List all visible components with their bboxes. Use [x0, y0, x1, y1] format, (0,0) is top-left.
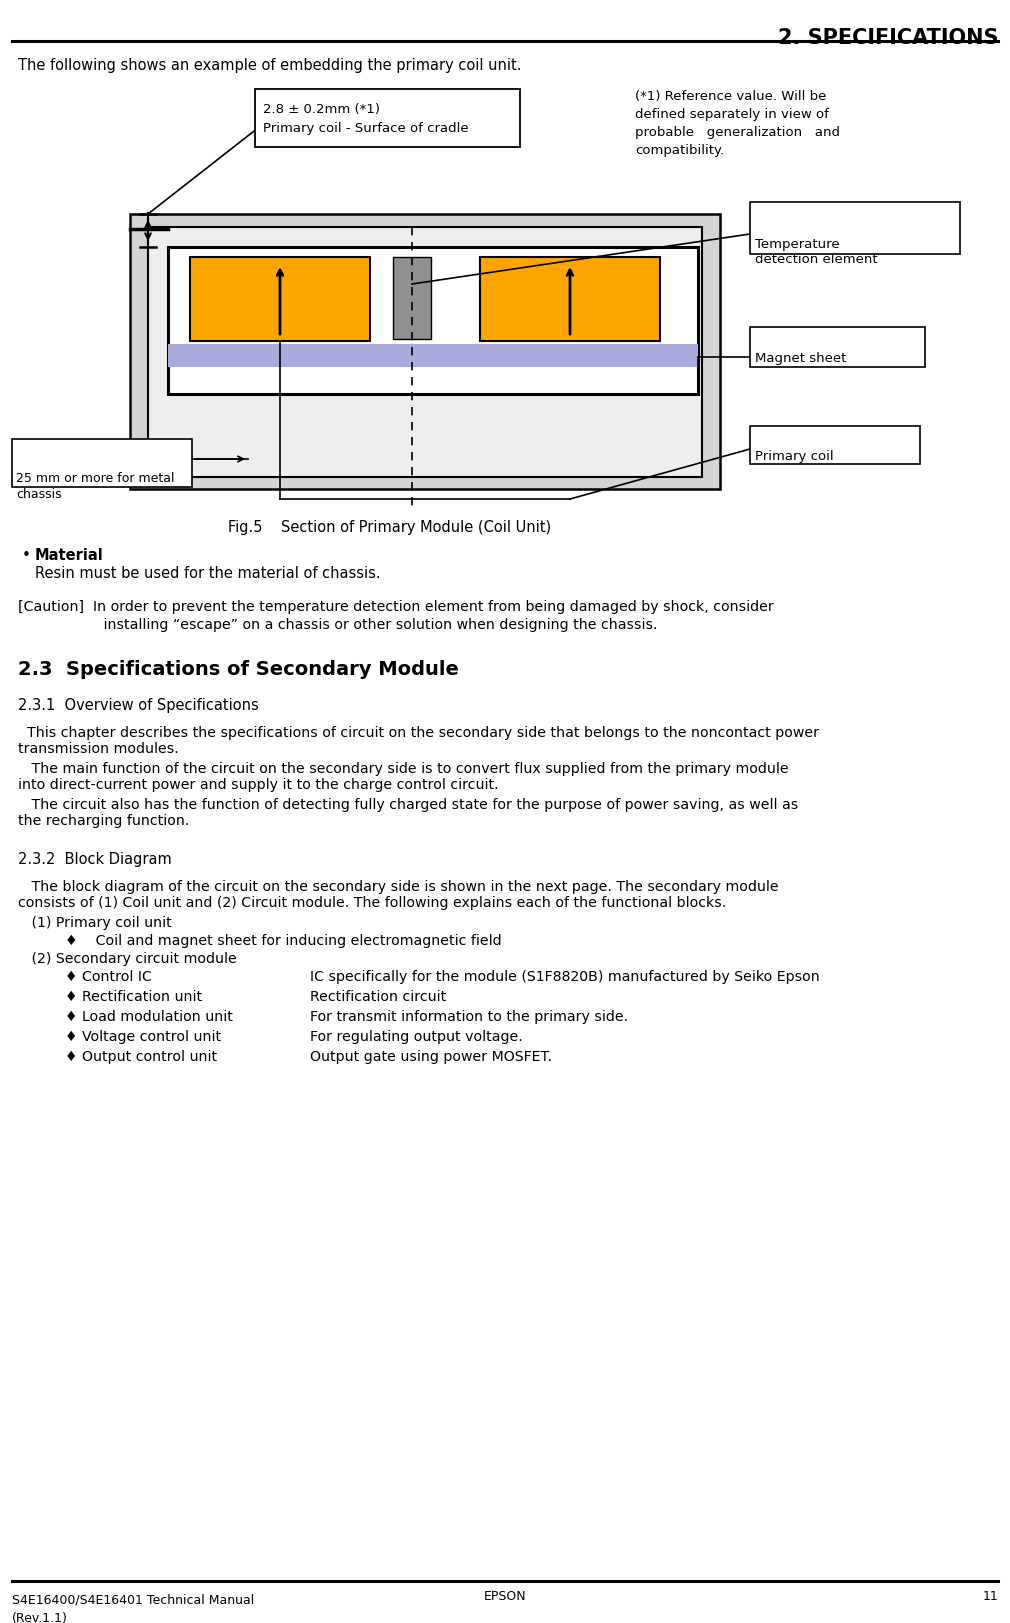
- Text: Fig.5    Section of Primary Module (Coil Unit): Fig.5 Section of Primary Module (Coil Un…: [228, 519, 551, 534]
- Text: Voltage control unit: Voltage control unit: [82, 1029, 221, 1044]
- Text: (1) Primary coil unit: (1) Primary coil unit: [18, 915, 172, 930]
- Text: 2. SPECIFICATIONS: 2. SPECIFICATIONS: [778, 28, 998, 49]
- Text: 11: 11: [983, 1589, 998, 1602]
- Text: The following shows an example of embedding the primary coil unit.: The following shows an example of embedd…: [18, 58, 521, 73]
- Text: S4E16400/S4E16401 Technical Manual
(Rev.1.1): S4E16400/S4E16401 Technical Manual (Rev.…: [12, 1594, 255, 1623]
- Text: ♦: ♦: [65, 969, 78, 984]
- Text: Rectification circuit: Rectification circuit: [310, 990, 446, 1003]
- Text: The block diagram of the circuit on the secondary side is shown in the next page: The block diagram of the circuit on the …: [18, 880, 779, 893]
- Text: ♦: ♦: [65, 1029, 78, 1044]
- Text: the recharging function.: the recharging function.: [18, 813, 190, 828]
- Bar: [750, 427, 920, 464]
- Bar: [148, 227, 702, 477]
- Text: 25 mm or more for metal: 25 mm or more for metal: [16, 472, 175, 485]
- Text: Temperature: Temperature: [755, 239, 839, 252]
- Bar: [393, 258, 431, 339]
- Bar: [190, 258, 370, 342]
- Text: Magnet sheet: Magnet sheet: [755, 352, 846, 365]
- Text: Material: Material: [35, 547, 104, 563]
- Text: 2.3.2  Block Diagram: 2.3.2 Block Diagram: [18, 852, 172, 867]
- Text: Primary coil - Surface of cradle: Primary coil - Surface of cradle: [263, 122, 469, 135]
- Bar: [12, 440, 192, 487]
- Text: consists of (1) Coil unit and (2) Circuit module. The following explains each of: consists of (1) Coil unit and (2) Circui…: [18, 896, 726, 909]
- Bar: [750, 328, 925, 368]
- Text: IC specifically for the module (S1F8820B) manufactured by Seiko Epson: IC specifically for the module (S1F8820B…: [310, 969, 820, 984]
- Text: ♦    Coil and magnet sheet for inducing electromagnetic field: ♦ Coil and magnet sheet for inducing ele…: [65, 933, 502, 948]
- Text: (*1) Reference value. Will be: (*1) Reference value. Will be: [635, 89, 826, 102]
- Text: The main function of the circuit on the secondary side is to convert flux suppli: The main function of the circuit on the …: [18, 761, 789, 776]
- Text: •: •: [22, 547, 31, 563]
- Text: into direct-current power and supply it to the charge control circuit.: into direct-current power and supply it …: [18, 777, 499, 792]
- Text: ♦: ♦: [65, 990, 78, 1003]
- Text: defined separately in view of: defined separately in view of: [635, 109, 829, 122]
- Text: 2.3  Specifications of Secondary Module: 2.3 Specifications of Secondary Module: [18, 659, 459, 678]
- Text: Load modulation unit: Load modulation unit: [82, 1010, 233, 1024]
- Text: probable   generalization   and: probable generalization and: [635, 127, 840, 140]
- Bar: [480, 258, 660, 342]
- Text: Primary coil: Primary coil: [755, 450, 833, 463]
- Bar: [255, 89, 520, 148]
- Bar: [130, 214, 720, 490]
- Text: detection element: detection element: [755, 253, 878, 266]
- Text: For regulating output voltage.: For regulating output voltage.: [310, 1029, 523, 1044]
- Text: chassis: chassis: [16, 487, 62, 500]
- Text: (2) Secondary circuit module: (2) Secondary circuit module: [18, 951, 236, 966]
- Text: ♦: ♦: [65, 1010, 78, 1024]
- Text: compatibility.: compatibility.: [635, 144, 724, 157]
- Text: Rectification unit: Rectification unit: [82, 990, 202, 1003]
- Bar: [168, 248, 698, 394]
- Text: Resin must be used for the material of chassis.: Resin must be used for the material of c…: [35, 566, 381, 581]
- Bar: [750, 203, 959, 255]
- Text: installing “escape” on a chassis or other solution when designing the chassis.: installing “escape” on a chassis or othe…: [18, 618, 658, 631]
- Text: The circuit also has the function of detecting fully charged state for the purpo: The circuit also has the function of det…: [18, 797, 798, 812]
- Text: 2.8 ± 0.2mm (*1): 2.8 ± 0.2mm (*1): [263, 102, 380, 115]
- Text: For transmit information to the primary side.: For transmit information to the primary …: [310, 1010, 628, 1024]
- Text: [Caution]  In order to prevent the temperature detection element from being dama: [Caution] In order to prevent the temper…: [18, 599, 774, 613]
- Text: EPSON: EPSON: [484, 1589, 526, 1602]
- Text: ♦: ♦: [65, 1050, 78, 1063]
- Bar: [168, 344, 698, 368]
- Text: Output gate using power MOSFET.: Output gate using power MOSFET.: [310, 1050, 552, 1063]
- Text: transmission modules.: transmission modules.: [18, 742, 179, 756]
- Text: Output control unit: Output control unit: [82, 1050, 217, 1063]
- Text: Control IC: Control IC: [82, 969, 152, 984]
- Text: This chapter describes the specifications of circuit on the secondary side that : This chapter describes the specification…: [18, 725, 819, 740]
- Text: 2.3.1  Overview of Specifications: 2.3.1 Overview of Specifications: [18, 698, 259, 712]
